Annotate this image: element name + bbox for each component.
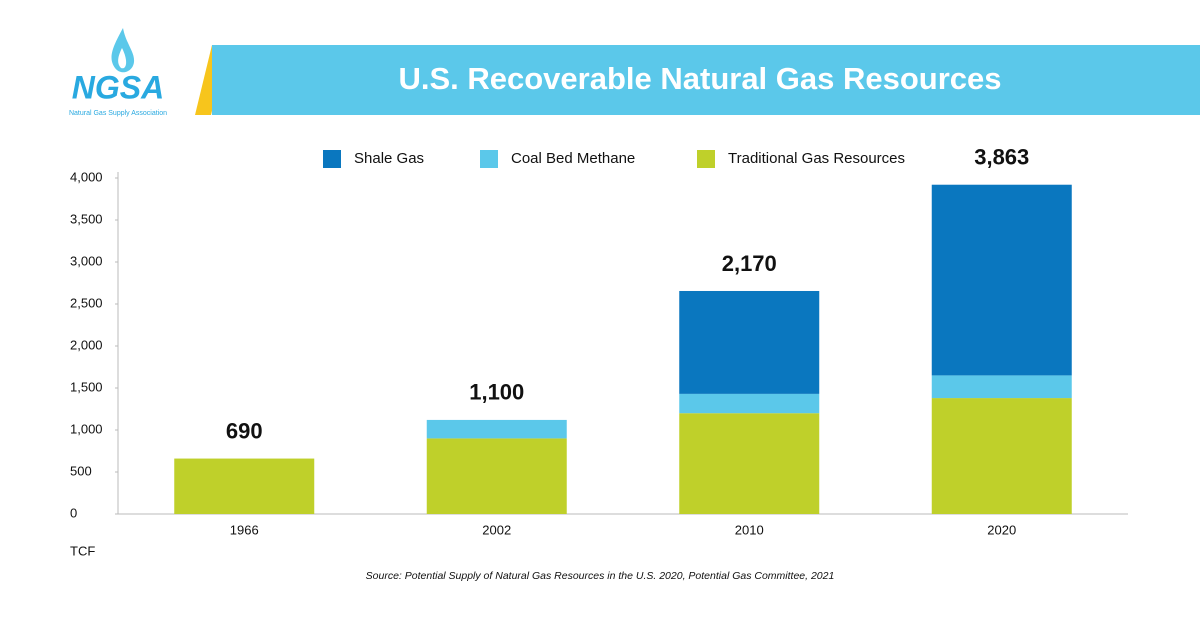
legend-swatch: [323, 150, 341, 168]
x-tick-label: 2020: [987, 522, 1016, 537]
bar-segment: [679, 290, 820, 394]
legend-swatch: [480, 150, 498, 168]
y-tick-label: 3,000: [70, 253, 103, 268]
y-tick-label: 1,500: [70, 379, 103, 394]
total-label: 690: [226, 418, 263, 443]
bar-segment: [679, 413, 820, 514]
legend-label: Shale Gas: [354, 150, 424, 167]
x-tick-label: 2002: [482, 522, 511, 537]
y-tick-label: 1,000: [70, 421, 103, 436]
bar-segment: [174, 458, 315, 514]
bar-segment: [931, 184, 1072, 376]
y-tick-label: 500: [70, 463, 92, 478]
bar-segment: [931, 398, 1072, 514]
legend-swatch: [697, 150, 715, 168]
x-tick-label: 2010: [735, 522, 764, 537]
total-label: 3,863: [974, 145, 1029, 170]
bar-segment: [426, 438, 567, 514]
bar-segment: [931, 375, 1072, 399]
logo-subtitle: Natural Gas Supply Association: [69, 110, 167, 117]
total-label: 2,170: [722, 251, 777, 276]
y-tick-label: 4,000: [70, 169, 103, 184]
y-tick-label: 2,500: [70, 295, 103, 310]
source: Source: Potential Supply of Natural Gas …: [366, 570, 835, 582]
bar-segment: [426, 419, 567, 439]
legend-label: Coal Bed Methane: [511, 150, 635, 167]
logo-drop-inner: [118, 48, 127, 69]
y-tick-label: 0: [70, 505, 77, 520]
chart-title: U.S. Recoverable Natural Gas Resources: [398, 61, 1001, 96]
total-label: 1,100: [469, 380, 524, 405]
x-tick-label: 1966: [230, 522, 259, 537]
bar-segment: [679, 393, 820, 414]
header-band: [212, 45, 1200, 115]
y-tick-label: 3,500: [70, 211, 103, 226]
y-tick-label: 2,000: [70, 337, 103, 352]
logo: NGSA: [72, 69, 164, 105]
y-unit: TCF: [70, 543, 95, 558]
legend-label: Traditional Gas Resources: [728, 150, 905, 167]
